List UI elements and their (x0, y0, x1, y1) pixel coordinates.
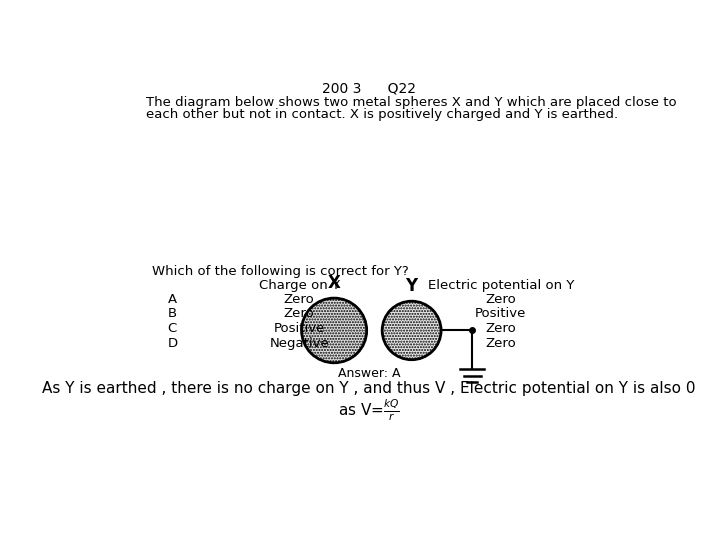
Text: Negative: Negative (269, 336, 329, 349)
Text: X: X (328, 274, 341, 292)
Text: Zero: Zero (485, 336, 516, 349)
Text: each other but not in contact. X is positively charged and Y is earthed.: each other but not in contact. X is posi… (145, 108, 618, 121)
Circle shape (382, 301, 441, 360)
Text: Charge on Y: Charge on Y (258, 279, 340, 292)
Text: Positive: Positive (475, 307, 526, 320)
Text: Electric potential on Y: Electric potential on Y (428, 279, 574, 292)
Text: As Y is earthed , there is no charge on Y , and thus V , Electric potential on Y: As Y is earthed , there is no charge on … (42, 381, 696, 395)
Text: B: B (168, 307, 176, 320)
Text: Which of the following is correct for Y?: Which of the following is correct for Y? (152, 265, 409, 278)
Text: C: C (168, 322, 176, 335)
Text: D: D (168, 336, 178, 349)
Text: Zero: Zero (485, 322, 516, 335)
Text: A: A (168, 293, 176, 306)
Text: Zero: Zero (485, 293, 516, 306)
Text: Zero: Zero (284, 307, 315, 320)
Text: as V=$\frac{kQ}{r}$: as V=$\frac{kQ}{r}$ (338, 397, 400, 423)
Text: Positive: Positive (274, 322, 325, 335)
Circle shape (302, 298, 366, 363)
Text: Y: Y (405, 277, 418, 295)
Text: Zero: Zero (284, 293, 315, 306)
Text: The diagram below shows two metal spheres X and Y which are placed close to: The diagram below shows two metal sphere… (145, 96, 676, 109)
Text: Answer: A: Answer: A (338, 367, 400, 380)
Text: 200 3      Q22: 200 3 Q22 (322, 82, 416, 96)
